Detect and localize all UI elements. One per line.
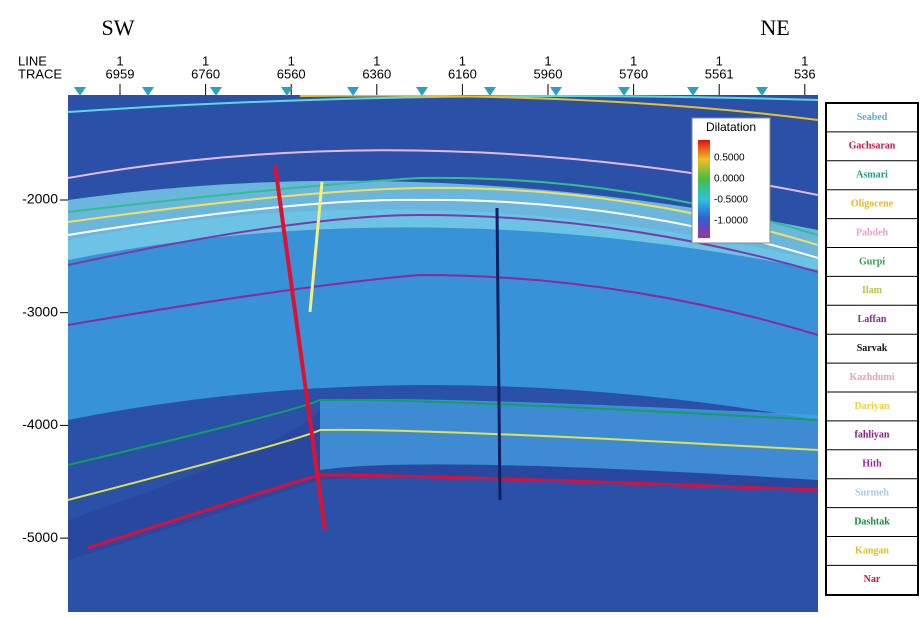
trace-number: 5561 [705, 66, 734, 81]
legend-entry: Pabdeh [856, 227, 889, 238]
trace-number: 6760 [191, 66, 220, 81]
shot-marker [281, 87, 293, 96]
legend-entry: Gachsaran [849, 141, 896, 152]
line-number: 1 [459, 53, 466, 68]
direction-right: NE [760, 15, 789, 40]
legend-entry: fahliyan [854, 430, 889, 441]
legend: Seabed Gachsaran Asmari Oligocene Pabdeh Gurp… [826, 112, 918, 585]
colorbar-tick-label: 0.0000 [714, 174, 745, 185]
line-number: 1 [116, 53, 123, 68]
depth-label: -5000 [22, 529, 58, 545]
legend-entry: Seabed [857, 112, 888, 123]
colorbar-ticks: 0.5000 0.0000 -0.5000 -1.0000 [714, 153, 748, 227]
trace-axis: 1695916760165601636016160159601576015561… [74, 53, 816, 96]
trace-number: 5960 [534, 66, 563, 81]
trace-number: 536 [794, 66, 816, 81]
trace-number: 6160 [448, 66, 477, 81]
depth-label: -3000 [22, 303, 58, 319]
legend-entry: Kazhdumi [849, 372, 894, 383]
shot-marker [484, 87, 496, 96]
legend-entry: Surmeh [855, 487, 889, 498]
trace-number: 6560 [277, 66, 306, 81]
legend-box [825, 102, 919, 596]
colorbar-tick-label: -1.0000 [714, 216, 748, 227]
colorbar-title: Dilatation [706, 120, 756, 134]
trace-number: 6959 [106, 66, 135, 81]
legend-entry: Oligocene [851, 198, 894, 209]
legend-entry: Sarvak [857, 343, 888, 354]
fault [308, 181, 324, 313]
line-number: 1 [544, 53, 551, 68]
trace-label: TRACE [18, 66, 62, 81]
line-number: 1 [630, 53, 637, 68]
fault [273, 164, 327, 531]
shot-marker [347, 87, 359, 96]
line-number: 1 [716, 53, 723, 68]
shot-marker [550, 87, 562, 96]
line-number: 1 [373, 53, 380, 68]
depth-label: -2000 [22, 191, 58, 207]
bright-band [68, 209, 818, 420]
horizons [68, 95, 818, 550]
direction-left: SW [102, 15, 135, 40]
legend-entry: Gurpi [859, 256, 885, 267]
line-number: 1 [288, 53, 295, 68]
line-number: 1 [202, 53, 209, 68]
shot-marker [756, 87, 768, 96]
colorbar-tick-label: 0.5000 [714, 153, 745, 164]
shot-marker [416, 87, 428, 96]
legend-entry: Ilam [862, 285, 883, 296]
trace-number: 6360 [362, 66, 391, 81]
depth-label: -4000 [22, 416, 58, 432]
legend-entry: Dashtak [854, 516, 890, 527]
shot-marker [687, 87, 699, 96]
trace-number: 5760 [619, 66, 648, 81]
legend-entry: Hith [862, 459, 882, 470]
shot-marker [210, 87, 222, 96]
legend-entry: Nar [864, 574, 881, 585]
section [68, 95, 818, 612]
shot-marker [142, 87, 154, 96]
bright-band [320, 399, 818, 480]
shot-marker [74, 87, 86, 96]
legend-entry: Laffan [858, 314, 887, 325]
legend-entry: Asmari [856, 170, 888, 181]
shot-marker [618, 87, 630, 96]
colorbar-scale [698, 140, 710, 238]
fault [495, 207, 502, 501]
depth-axis: -2000 -3000 -4000 -5000 [22, 191, 68, 545]
colorbar-tick-label: -0.5000 [714, 195, 748, 206]
line-number: 1 [801, 53, 808, 68]
line-label: LINE [18, 53, 47, 68]
legend-entry: Dariyan [855, 401, 890, 412]
legend-entry: Kangan [855, 545, 889, 556]
